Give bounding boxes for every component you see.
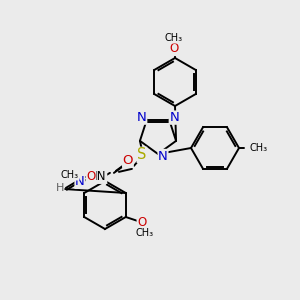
Text: CH₃: CH₃ [136,228,154,238]
Text: O: O [123,154,133,167]
Text: N: N [158,149,168,163]
Text: CH₃: CH₃ [61,170,79,180]
Text: H: H [56,183,64,193]
Text: S: S [137,147,147,162]
Text: N: N [137,111,147,124]
Text: CH₃: CH₃ [249,143,267,153]
Text: O: O [86,170,96,184]
Text: O: O [169,43,178,56]
Text: N: N [169,111,179,124]
Text: HN: HN [89,170,107,183]
Text: CH₃: CH₃ [165,33,183,43]
Text: N: N [75,176,85,188]
Text: O: O [137,217,146,230]
